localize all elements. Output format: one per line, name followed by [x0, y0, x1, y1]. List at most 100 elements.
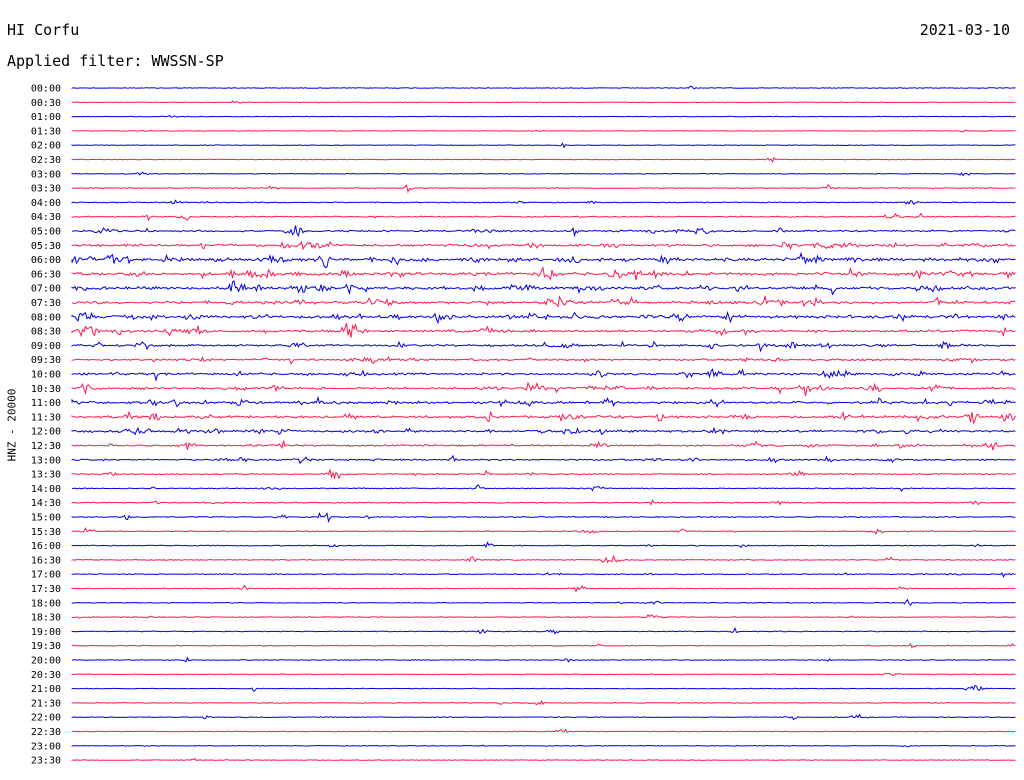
trace-line: [71, 183, 1016, 194]
trace-line: [71, 672, 1016, 676]
trace-line: [71, 498, 1016, 506]
trace-line: [71, 340, 1016, 353]
trace-line: [71, 156, 1016, 163]
trace-line: [71, 280, 1016, 296]
trace-line: [71, 395, 1016, 408]
trace-line: [71, 713, 1016, 721]
trace-line: [71, 367, 1016, 382]
time-label: 05:00: [31, 227, 61, 238]
time-label: 09:00: [31, 341, 61, 352]
trace-line: [71, 598, 1016, 607]
time-label: 17:00: [31, 570, 61, 581]
trace-line: [72, 656, 1016, 663]
time-label: 09:30: [31, 355, 61, 366]
trace-line: [71, 728, 1016, 734]
trace-line: [71, 454, 1016, 465]
time-label: 01:00: [31, 112, 61, 123]
trace-line: [71, 225, 1016, 238]
station-title: HI Corfu: [7, 21, 80, 39]
trace-line: [71, 684, 1016, 692]
trace-line: [71, 114, 1016, 118]
trace-line: [71, 426, 1016, 436]
trace-line: [71, 129, 1016, 133]
time-label: 18:30: [31, 613, 61, 624]
filter-label: Applied filter: WWSSN-SP: [7, 52, 224, 70]
time-label: 22:30: [31, 727, 61, 738]
time-label: 03:30: [31, 184, 61, 195]
time-label: 17:30: [31, 584, 61, 595]
time-label-group: 00:00 00:30 01:00 01:30 02:00 02:30 03:00 03:30…: [31, 84, 61, 767]
time-label: 20:30: [31, 670, 61, 681]
trace-line: [71, 554, 1016, 564]
time-label: 06:00: [31, 255, 61, 266]
time-label: 04:30: [31, 212, 61, 223]
time-label: 20:00: [31, 656, 61, 667]
time-label: 04:00: [31, 198, 61, 209]
time-label: 10:30: [31, 384, 61, 395]
time-label: 11:00: [31, 398, 61, 409]
trace-line: [71, 251, 1016, 269]
trace-line: [71, 512, 1016, 524]
trace-line: [71, 381, 1016, 397]
trace-line: [71, 266, 1016, 281]
time-label: 13:30: [31, 470, 61, 481]
trace-line: [71, 699, 1016, 706]
trace-line: [71, 85, 1016, 90]
time-label: 07:30: [31, 298, 61, 309]
trace-line: [71, 322, 1016, 338]
trace-line: [71, 572, 1016, 578]
time-label: 14:30: [31, 498, 61, 509]
trace-line: [71, 642, 1016, 649]
trace-line: [71, 142, 1016, 149]
time-label: 13:00: [31, 455, 61, 466]
time-label: 02:30: [31, 155, 61, 166]
time-label: 10:00: [31, 370, 61, 381]
time-label: 00:30: [31, 98, 61, 109]
time-label: 06:30: [31, 269, 61, 280]
time-label: 05:30: [31, 241, 61, 252]
trace-line: [71, 295, 1016, 308]
trace-line: [71, 240, 1016, 251]
time-label: 12:00: [31, 427, 61, 438]
trace-line: [71, 310, 1016, 325]
time-label: 07:00: [31, 284, 61, 295]
trace-line: [71, 541, 1016, 549]
trace-line: [71, 212, 1016, 222]
trace-line: [71, 527, 1016, 535]
date-label: 2021-03-10: [919, 21, 1010, 39]
trace-line: [71, 757, 1016, 762]
time-label: 22:00: [31, 713, 61, 724]
time-label: 12:30: [31, 441, 61, 452]
time-label: 00:00: [31, 84, 61, 95]
time-label: 16:30: [31, 555, 61, 566]
trace-line: [71, 171, 1016, 177]
trace-line: [71, 355, 1016, 365]
trace-line: [71, 744, 1016, 748]
time-label: 08:30: [31, 327, 61, 338]
trace-line: [72, 484, 1016, 492]
trace-line: [71, 100, 1016, 104]
time-label: 11:30: [31, 412, 61, 423]
time-label: 02:00: [31, 141, 61, 152]
time-label: 03:00: [31, 169, 61, 180]
time-label: 23:30: [31, 756, 61, 767]
time-label: 21:30: [31, 698, 61, 709]
trace-line: [71, 584, 1016, 593]
time-label: 16:00: [31, 541, 61, 552]
time-label: 15:00: [31, 513, 61, 524]
time-label: 18:00: [31, 598, 61, 609]
time-label: 14:00: [31, 484, 61, 495]
time-label: 15:30: [31, 527, 61, 538]
trace-line: [71, 626, 1016, 635]
trace-group: [71, 85, 1016, 762]
time-label: 19:30: [31, 641, 61, 652]
trace-line: [71, 410, 1016, 425]
trace-line: [71, 614, 1016, 619]
time-label: 23:00: [31, 741, 61, 752]
time-label: 08:00: [31, 312, 61, 323]
time-label: 19:00: [31, 627, 61, 638]
trace-line: [71, 468, 1016, 480]
trace-line: [71, 199, 1016, 205]
trace-line: [71, 440, 1016, 451]
